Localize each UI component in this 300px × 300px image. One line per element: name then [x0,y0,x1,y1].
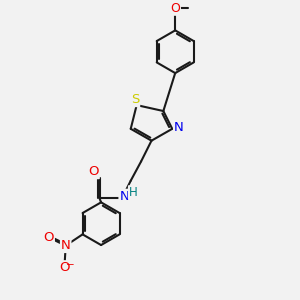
Text: O: O [59,261,70,274]
Text: O: O [44,231,54,244]
Text: −: − [66,260,75,270]
Text: O: O [170,2,180,15]
Text: H: H [129,186,137,199]
Text: S: S [131,93,140,106]
Text: O: O [88,165,99,178]
Text: N: N [174,121,184,134]
Text: N: N [61,239,70,252]
Text: N: N [119,190,129,202]
